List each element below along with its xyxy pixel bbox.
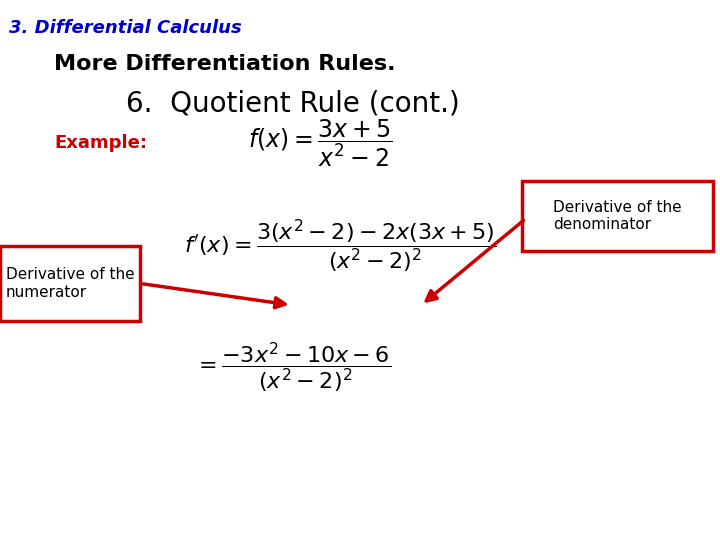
Text: More Differentiation Rules.: More Differentiation Rules. bbox=[54, 54, 395, 74]
Text: Example:: Example: bbox=[54, 134, 147, 152]
Text: 3. Differential Calculus: 3. Differential Calculus bbox=[9, 19, 241, 37]
Text: $f'(x) = \dfrac{3\left(x^2-2\right)-2x(3x+5)}{\left(x^2-2\right)^2}$: $f'(x) = \dfrac{3\left(x^2-2\right)-2x(3… bbox=[184, 217, 496, 274]
Text: 6.  Quotient Rule (cont.): 6. Quotient Rule (cont.) bbox=[126, 89, 460, 117]
Text: $= \dfrac{-3x^2-10x-6}{\left(x^2-2\right)^2}$: $= \dfrac{-3x^2-10x-6}{\left(x^2-2\right… bbox=[194, 340, 392, 395]
Text: $f(x) = \dfrac{3x+5}{x^2-2}$: $f(x) = \dfrac{3x+5}{x^2-2}$ bbox=[248, 117, 393, 169]
FancyBboxPatch shape bbox=[0, 246, 140, 321]
Text: Derivative of the
denominator: Derivative of the denominator bbox=[553, 200, 682, 232]
Text: Derivative of the
numerator: Derivative of the numerator bbox=[6, 267, 135, 300]
FancyBboxPatch shape bbox=[522, 181, 713, 251]
